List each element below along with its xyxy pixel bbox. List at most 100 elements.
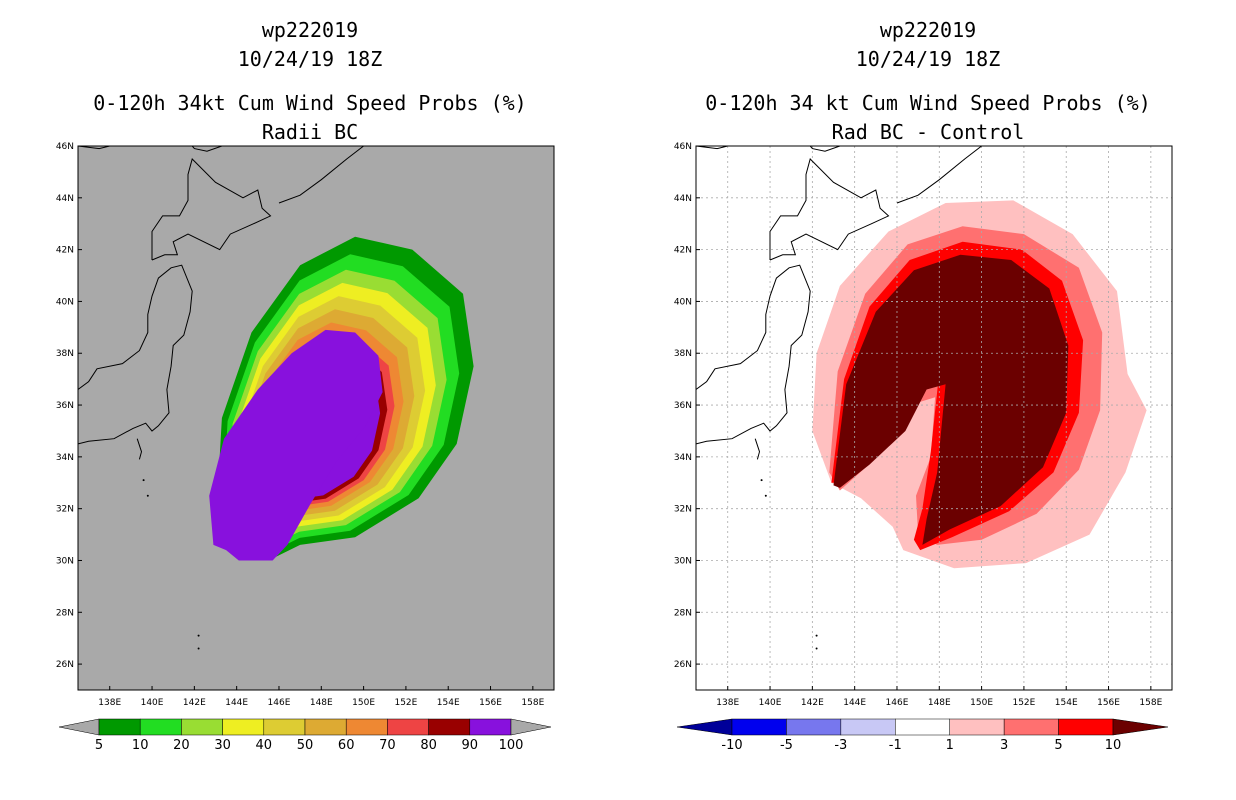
left-title: 0-120h 34kt Cum Wind Speed Probs (%) [93,91,527,115]
right-xtick-label: 140E [759,698,782,708]
right-title: 0-120h 34 kt Cum Wind Speed Probs (%) [705,91,1151,115]
right-ytick-label: 42N [674,246,692,256]
right-map-panel: 138E 140E 142E 144E 146E 148E 150E 152E 154E 156E… [674,142,1173,708]
left-colorbar-left-arrow [58,718,100,736]
left-xtick-label: 146E [268,698,291,708]
right-xtick-label: 150E [970,698,993,708]
left-colorbar-label: 60 [338,738,355,753]
left-xtick-label: 158E [521,698,544,708]
right-colorbar-label: 10 [1105,738,1122,753]
left-ytick-label: 46N [56,142,74,152]
left-xtick-label: 150E [352,698,375,708]
left-colorbar-label: 80 [420,738,437,753]
right-colorbar: -10 -5 -3 -1 1 3 5 10 [676,718,1169,753]
right-colorbar-label: -1 [889,738,902,753]
left-colorbar-swatch [222,718,265,736]
right-colorbar-swatch [895,718,950,736]
left-map-frame [77,145,555,691]
right-colorbar-swatch [1003,718,1059,736]
right-colorbar-label: 1 [946,738,954,753]
right-map-frame [695,145,1173,691]
left-ytick-label: 36N [56,401,74,411]
left-colorbar-label: 10 [132,738,149,753]
right-xtick-label: 148E [928,698,951,708]
left-ytick-label: 44N [56,194,74,204]
left-date: 10/24/19 18Z [237,47,383,71]
right-ytick-label: 30N [674,556,692,566]
right-colorbar-swatch [1058,718,1114,736]
right-subtitle: Rad BC - Control [831,120,1025,144]
right-xtick-label: 158E [1139,698,1162,708]
left-ytick-label: 38N [56,349,74,359]
left-xtick-label: 148E [310,698,333,708]
left-ytick-label: 26N [56,660,74,670]
left-xtick-label: 152E [394,698,417,708]
left-subtitle: Radii BC [261,120,359,144]
left-colorbar-swatch [387,718,429,736]
left-ytick-label: 34N [56,453,74,463]
left-colorbar-label: 50 [297,738,314,753]
left-core-region [209,329,383,561]
left-colorbar-right-arrow [510,718,552,736]
left-colorbar-label: 90 [462,738,479,753]
right-ytick-label: 38N [674,349,692,359]
right-colorbar-left-arrow [676,718,733,736]
right-ytick-label: 40N [674,297,692,307]
left-ytick-label: 30N [56,556,74,566]
left-colorbar-swatch [181,718,223,736]
left-storm-id: wp222019 [261,18,359,42]
right-coastline [696,146,982,650]
right-contour-10 [833,254,1069,545]
right-ytick-label: 28N [674,608,692,618]
right-colorbar-swatch [731,718,787,736]
left-colorbar-label: 20 [173,738,190,753]
left-colorbar-swatch [428,718,471,736]
right-gridlines [696,146,1172,690]
right-xtick-label: 138E [716,698,739,708]
left-ytick-label: 40N [56,297,74,307]
left-colorbar-label: 40 [256,738,273,753]
left-colorbar-swatch [263,718,306,736]
left-ytick-label: 32N [56,505,74,515]
left-xtick-label: 140E [141,698,164,708]
right-xtick-label: 144E [843,698,866,708]
right-ytick-label: 46N [674,142,692,152]
right-colorbar-label: 5 [1054,738,1062,753]
right-colorbar-swatch [949,718,1005,736]
right-ytick-label: 26N [674,660,692,670]
right-date: 10/24/19 18Z [855,47,1001,71]
right-xtick-label: 154E [1055,698,1078,708]
left-xtick-label: 154E [437,698,460,708]
right-colorbar-right-arrow [1112,718,1169,736]
left-xtick-label: 156E [479,698,502,708]
left-colorbar-swatch [469,718,512,736]
right-ytick-label: 32N [674,505,692,515]
left-colorbar-label: 100 [499,738,524,753]
left-map-panel: 138E 140E 142E 144E 146E 148E 150E 152E 154E 156E… [56,142,555,708]
left-colorbar-swatch [345,718,388,736]
left-colorbar-swatch [304,718,347,736]
left-xtick-label: 144E [225,698,248,708]
right-colorbar-label: -10 [721,738,742,753]
right-ytick-label: 36N [674,401,692,411]
left-colorbar-label: 5 [95,738,103,753]
right-xtick-label: 142E [801,698,824,708]
left-coastline [78,146,364,650]
left-xtick-label: 142E [183,698,206,708]
right-xtick-label: 146E [886,698,909,708]
left-colorbar-label: 30 [214,738,231,753]
left-colorbar-label: 70 [379,738,396,753]
right-storm-id: wp222019 [879,18,977,42]
left-ytick-label: 28N [56,608,74,618]
left-xtick-label: 138E [98,698,121,708]
left-ytick-label: 42N [56,246,74,256]
right-xtick-label: 156E [1097,698,1120,708]
right-ytick-label: 44N [674,194,692,204]
left-colorbar: 5 10 20 30 40 50 60 70 80 90 100 [58,718,552,753]
right-colorbar-label: -5 [780,738,793,753]
right-colorbar-swatch [840,718,896,736]
right-colorbar-label: 3 [1000,738,1008,753]
right-colorbar-swatch [786,718,842,736]
left-colorbar-swatch [98,718,141,736]
